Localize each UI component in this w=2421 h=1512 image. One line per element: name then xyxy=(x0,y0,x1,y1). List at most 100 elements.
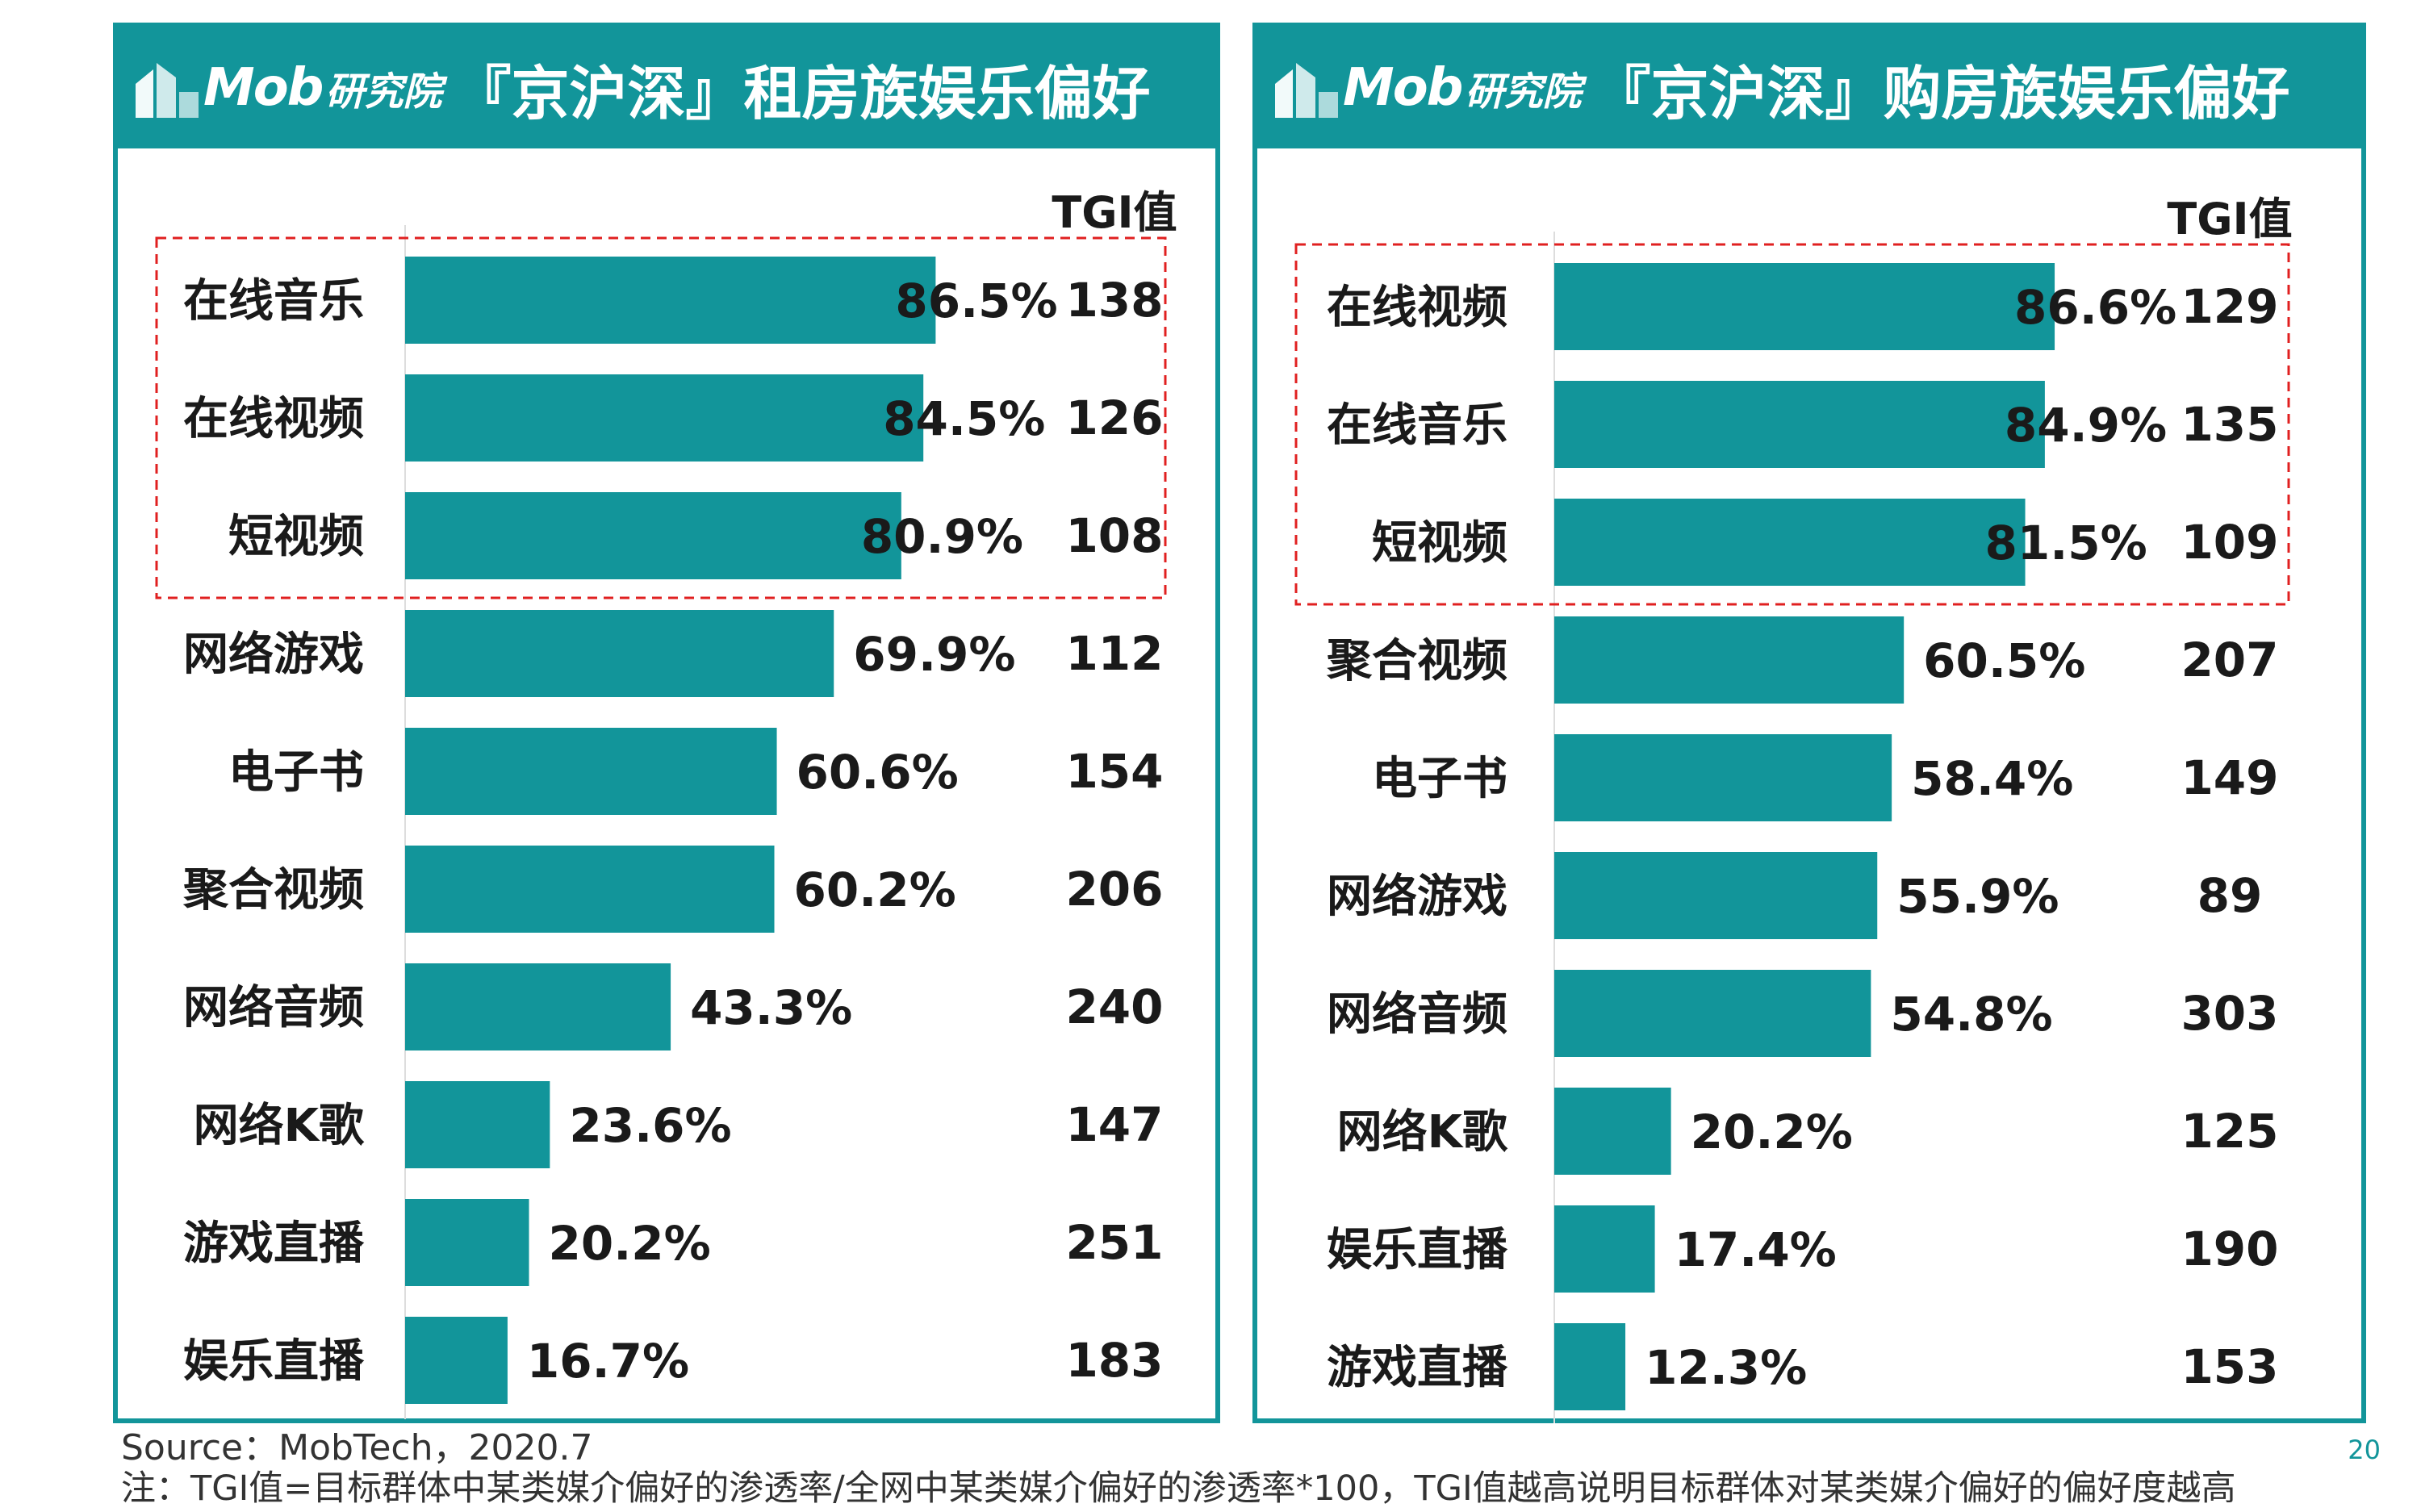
category-label: 在线音乐 xyxy=(1327,399,1507,452)
tgi-value: 149 xyxy=(2181,750,2278,805)
value-label: 16.7% xyxy=(527,1334,689,1389)
renters-panel: Mob 研究院 『京沪深』租房族娱乐偏好 TGI值在线音乐 86.5% 138 在线视… xyxy=(113,23,1220,1423)
value-label: 23.6% xyxy=(569,1098,731,1153)
bar xyxy=(1554,499,2026,586)
tgi-value: 240 xyxy=(1065,979,1163,1034)
bar xyxy=(405,257,936,344)
value-label: 60.6% xyxy=(797,745,959,800)
value-label: 81.5% xyxy=(1985,516,2147,570)
bar xyxy=(1554,616,1905,704)
value-label: 12.3% xyxy=(1645,1340,1807,1395)
renters-chart-title: 『京沪深』租房族娱乐偏好 xyxy=(453,59,1151,127)
tgi-value: 153 xyxy=(2181,1339,2278,1394)
value-label: 86.6% xyxy=(2014,280,2176,335)
value-label: 80.9% xyxy=(861,509,1023,564)
value-label: 60.2% xyxy=(794,863,956,917)
note-text: 注：TGI值=目标群体中某类媒介偏好的渗透率/全网中某类媒介偏好的渗透率*100… xyxy=(121,1468,2236,1509)
bar xyxy=(1554,381,2045,468)
buyers-panel: Mob 研究院 『京沪深』购房族娱乐偏好 TGI值在线视频 86.6% 129 在线音… xyxy=(1252,23,2366,1423)
tgi-header: TGI值 xyxy=(2167,194,2292,244)
value-label: 84.5% xyxy=(883,391,1045,446)
tgi-value: 206 xyxy=(1065,862,1163,917)
bar xyxy=(405,610,834,697)
mob-logo-icon xyxy=(1275,63,1338,118)
tgi-value: 112 xyxy=(1065,626,1163,681)
value-label: 54.8% xyxy=(1890,987,2052,1042)
value-label: 43.3% xyxy=(690,980,852,1035)
value-label: 58.4% xyxy=(1911,751,2073,806)
bar xyxy=(1554,1205,1655,1293)
category-label: 网络K歌 xyxy=(1337,1106,1508,1159)
tgi-value: 154 xyxy=(1065,744,1163,799)
bar xyxy=(1554,734,1892,821)
bar xyxy=(1554,1088,1671,1175)
category-label: 游戏直播 xyxy=(1327,1342,1508,1394)
tgi-value: 147 xyxy=(1065,1097,1163,1152)
tgi-value: 251 xyxy=(1065,1215,1163,1270)
value-label: 20.2% xyxy=(549,1216,711,1271)
tgi-value: 109 xyxy=(2181,515,2278,570)
tgi-header: TGI值 xyxy=(1052,187,1177,238)
value-label: 84.9% xyxy=(2005,398,2167,453)
mob-logo-icon xyxy=(136,63,199,118)
page-number: 20 xyxy=(2348,1435,2381,1465)
logo-sub: 研究院 xyxy=(325,69,442,115)
bar xyxy=(405,492,901,579)
category-label: 短视频 xyxy=(228,511,364,563)
source-text: Source：MobTech，2020.7 xyxy=(121,1427,593,1468)
value-label: 86.5% xyxy=(895,274,1057,328)
logo-sub: 研究院 xyxy=(1465,69,1582,115)
tgi-value: 135 xyxy=(2181,397,2278,452)
tgi-value: 126 xyxy=(1065,391,1163,445)
tgi-value: 89 xyxy=(2197,868,2263,923)
bar xyxy=(405,1317,508,1404)
category-label: 网络音频 xyxy=(183,982,364,1034)
bar xyxy=(405,963,671,1050)
bar xyxy=(405,728,777,815)
tgi-value: 125 xyxy=(2181,1104,2278,1159)
category-label: 网络游戏 xyxy=(183,629,364,681)
tgi-value: 303 xyxy=(2181,986,2278,1041)
highlight-box xyxy=(1294,243,2290,606)
bar xyxy=(405,846,775,933)
logo-text: Mob xyxy=(203,58,324,118)
bar xyxy=(405,1199,529,1286)
category-label: 娱乐直播 xyxy=(1327,1224,1508,1276)
value-label: 55.9% xyxy=(1896,869,2059,924)
category-label: 聚合视频 xyxy=(1326,635,1507,687)
mob-logo: Mob 研究院 xyxy=(1269,52,1581,124)
value-label: 60.5% xyxy=(1923,633,2085,688)
category-label: 在线音乐 xyxy=(183,275,364,328)
category-label: 电子书 xyxy=(1372,753,1507,805)
bar xyxy=(1554,852,1878,939)
tgi-value: 183 xyxy=(1065,1333,1163,1388)
category-label: 电子书 xyxy=(228,746,364,799)
logo-text: Mob xyxy=(1343,58,1463,118)
category-label: 在线视频 xyxy=(1327,282,1507,334)
tgi-value: 108 xyxy=(1065,508,1163,563)
highlight-box xyxy=(155,236,1167,599)
bar xyxy=(1554,263,2055,350)
buyers-panel-header: Mob 研究院 『京沪深』购房族娱乐偏好 xyxy=(1257,27,2361,148)
category-label: 短视频 xyxy=(1372,517,1507,570)
tgi-value: 129 xyxy=(2181,279,2278,334)
category-label: 网络K歌 xyxy=(194,1100,365,1152)
bar xyxy=(405,374,924,462)
value-label: 69.9% xyxy=(853,627,1015,682)
tgi-value: 207 xyxy=(2181,633,2278,687)
category-label: 游戏直播 xyxy=(183,1218,365,1270)
renters-panel-header: Mob 研究院 『京沪深』租房族娱乐偏好 xyxy=(118,27,1215,148)
tgi-value: 138 xyxy=(1065,273,1163,328)
mob-logo: Mob 研究院 xyxy=(129,52,441,124)
bar xyxy=(1554,970,1871,1057)
bar xyxy=(1554,1323,1626,1410)
buyers-chart-title: 『京沪深』购房族娱乐偏好 xyxy=(1592,59,2290,127)
value-label: 17.4% xyxy=(1675,1222,1837,1277)
category-label: 在线视频 xyxy=(183,393,364,445)
category-label: 娱乐直播 xyxy=(183,1335,365,1388)
bar xyxy=(405,1081,550,1168)
tgi-value: 190 xyxy=(2181,1222,2278,1276)
category-label: 网络游戏 xyxy=(1327,871,1507,923)
